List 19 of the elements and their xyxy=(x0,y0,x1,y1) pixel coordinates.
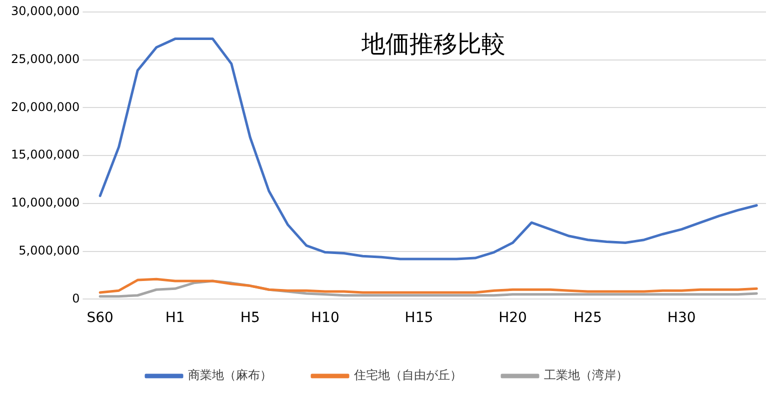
y-tick-label: 5,000,000 xyxy=(18,243,80,258)
y-tick-label: 25,000,000 xyxy=(10,52,80,66)
x-tick-label: H15 xyxy=(404,310,434,326)
legend-label: 商業地（麻布） xyxy=(188,368,272,382)
y-tick-label: 20,000,000 xyxy=(10,100,80,114)
x-tick-label: H5 xyxy=(240,310,260,326)
x-tick-label: H20 xyxy=(498,310,527,326)
text: 地価推移比較 xyxy=(360,30,506,58)
y-tick-label: 0 xyxy=(72,291,80,306)
y-tick-label: 15,000,000 xyxy=(10,148,80,162)
legend-label: 工業地（湾岸） xyxy=(544,368,628,382)
x-tick-label: H1 xyxy=(165,310,185,326)
x-tick-label: S60 xyxy=(86,310,114,326)
x-tick-label: H30 xyxy=(667,310,696,326)
y-tick-label: 10,000,000 xyxy=(10,196,80,210)
y-tick-label: 30,000,000 xyxy=(10,4,80,18)
legend-label: 住宅地（自由が丘） xyxy=(353,368,462,382)
x-tick-label: H25 xyxy=(574,310,602,326)
x-tick-label: H10 xyxy=(311,310,340,326)
